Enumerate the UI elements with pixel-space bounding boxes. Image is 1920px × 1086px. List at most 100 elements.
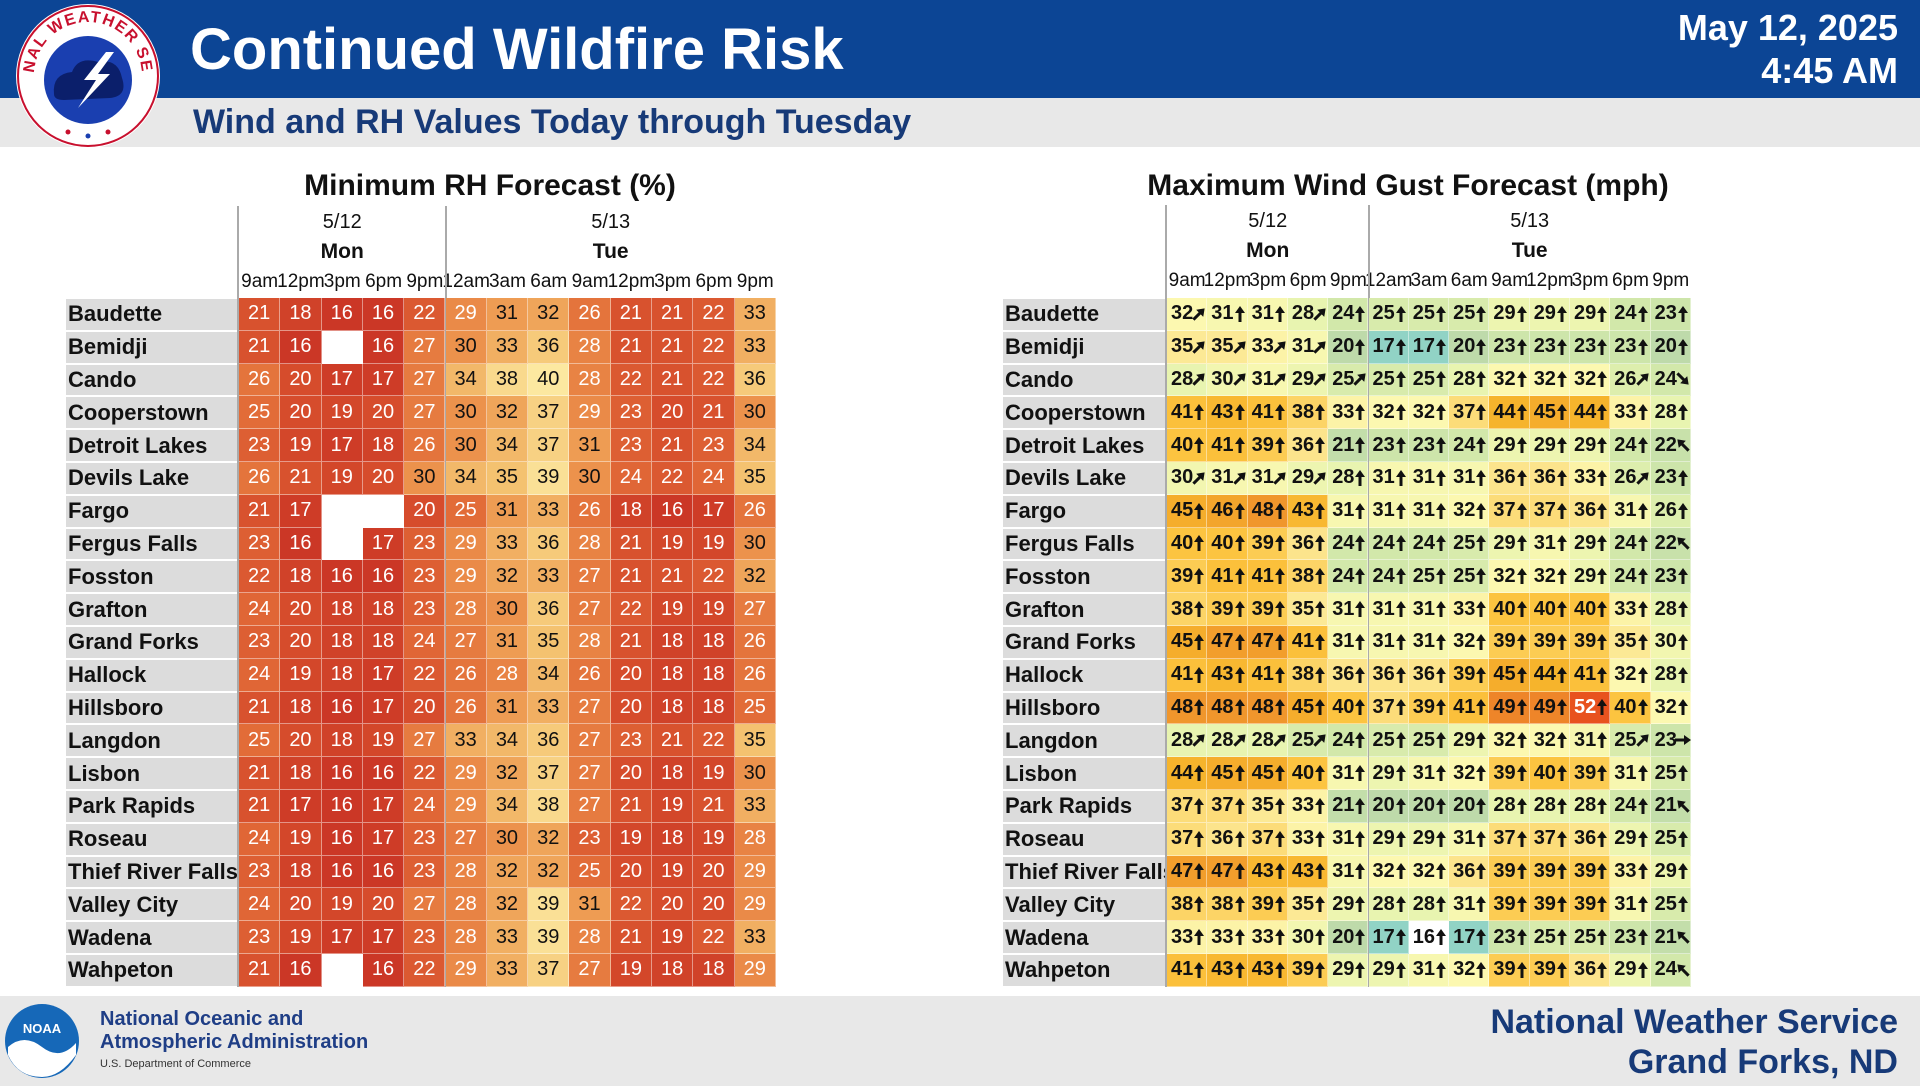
rh-cell: 20: [652, 396, 694, 430]
wind-gust-value: 29: [1372, 761, 1395, 784]
wind-gust-value: 29: [1493, 433, 1516, 456]
wind-cell: 25: [1368, 298, 1409, 331]
rh-cell: 25: [445, 494, 487, 528]
wind-cell: 45: [1247, 757, 1288, 790]
wind-cell: 28: [1650, 658, 1691, 692]
wind-gust-value: 36: [1533, 466, 1556, 489]
wind-gust-value: 17: [1372, 335, 1395, 358]
wind-cell: 17: [1449, 921, 1490, 954]
rh-cell: 33: [486, 954, 529, 987]
wind-direction-arrow-icon: [1194, 765, 1205, 782]
wind-cell: 29: [1489, 527, 1530, 561]
wind-gust-value: 33: [1614, 597, 1637, 620]
rh-city-label: Wahpeton: [66, 955, 237, 986]
rh-cell: 17: [362, 527, 405, 561]
wind-direction-arrow-icon: [1355, 305, 1366, 322]
wind-gust-value: 33: [1211, 925, 1234, 948]
wind-cell: 36: [1207, 822, 1248, 856]
wind-direction-arrow-icon: [1637, 961, 1648, 978]
wind-direction-arrow-icon: [1516, 502, 1527, 519]
wind-cell: 39: [1247, 429, 1288, 462]
rh-cell: 31: [486, 298, 529, 331]
wind-gust-value: 29: [1291, 466, 1315, 489]
wind-cell: 32: [1570, 363, 1611, 397]
rh-cell: 17: [362, 691, 405, 725]
wind-cell: 24: [1328, 724, 1369, 758]
wind-cell: 32: [1368, 855, 1409, 889]
wind-cell: 40: [1489, 593, 1530, 626]
wind-direction-arrow-icon: [1274, 535, 1285, 552]
wind-cell: 39: [1570, 855, 1611, 889]
wind-direction-arrow-icon: [1355, 404, 1366, 421]
rh-cell: 29: [734, 954, 776, 987]
wind-direction-arrow-icon: [1516, 568, 1527, 585]
rh-cell: 16: [652, 494, 694, 528]
wind-cell: 32: [1529, 724, 1570, 758]
rh-cell: 24: [239, 888, 281, 922]
wind-gust-value: 29: [1291, 367, 1315, 390]
wind-direction-arrow-icon: [1476, 502, 1487, 519]
wind-direction-arrow-icon: [1274, 699, 1285, 716]
wind-direction-arrow-icon: [1597, 765, 1608, 782]
wind-direction-arrow-icon: [1192, 308, 1205, 321]
wind-cell: 31: [1207, 298, 1248, 331]
wind-gust-value: 44: [1171, 761, 1194, 784]
rh-cell: 18: [652, 658, 694, 692]
wind-direction-arrow-icon: [1556, 699, 1567, 716]
wind-cell: 22: [1650, 429, 1691, 462]
wind-cell: 20: [1650, 330, 1691, 364]
rh-cell: 34: [445, 363, 487, 397]
wind-gust-value: 23: [1654, 728, 1677, 751]
wind-cell: 25: [1449, 527, 1490, 561]
wind-gust-value: 28: [1171, 367, 1194, 390]
wind-gust-value: 43: [1211, 400, 1234, 423]
wind-gust-value: 32: [1493, 728, 1516, 751]
wind-gust-value: 31: [1332, 597, 1355, 620]
wind-direction-arrow-icon: [1677, 439, 1690, 452]
rh-cell: 31: [486, 626, 529, 659]
wind-gust-value: 28: [1211, 728, 1234, 751]
wind-gust-value: 40: [1171, 531, 1194, 554]
wind-gust-value: 31: [1412, 597, 1436, 620]
wind-gust-value: 39: [1493, 630, 1516, 653]
rh-cell: 32: [528, 298, 570, 331]
wind-gust-value: 39: [1251, 433, 1274, 456]
wind-cell: 45: [1167, 494, 1208, 528]
wind-gust-value: 36: [1412, 663, 1436, 686]
wind-gust-value: 29: [1533, 302, 1556, 325]
rh-cell: 21: [652, 560, 694, 594]
wind-cell: 38: [1207, 888, 1248, 922]
wind-gust-value: 28: [1332, 466, 1355, 489]
rh-cell: 22: [693, 330, 735, 364]
wind-gust-value: 31: [1453, 466, 1476, 489]
wind-gust-value: 28: [1372, 892, 1395, 915]
rh-cell: 32: [486, 757, 529, 790]
rh-cell: 27: [569, 790, 611, 823]
wind-cell: 31: [1247, 363, 1288, 397]
wind-cell: 25: [1368, 363, 1409, 397]
wind-direction-arrow-icon: [1516, 371, 1527, 388]
wind-direction-arrow-icon: [1556, 568, 1567, 585]
wind-city-label: Wahpeton: [1003, 955, 1165, 986]
rh-city-label: Devils Lake: [66, 463, 237, 494]
wind-direction-arrow-icon: [1516, 699, 1527, 716]
wind-cell: 29: [1570, 298, 1611, 331]
wind-gust-value: 37: [1211, 794, 1234, 817]
noaa-name-line1: National Oceanic and: [100, 1008, 304, 1030]
wind-gust-value: 45: [1493, 663, 1516, 686]
wind-direction-arrow-icon: [1556, 896, 1567, 913]
rh-cell: 21: [280, 462, 322, 495]
rh-cell: 30: [734, 527, 776, 561]
wind-direction-arrow-icon: [1556, 502, 1567, 519]
rh-cell: 17: [693, 494, 735, 528]
wind-gust-value: 40: [1171, 433, 1194, 456]
rh-cell: 30: [445, 330, 487, 364]
rh-cell: 36: [734, 363, 776, 397]
wind-cell: 23: [1610, 921, 1651, 954]
noaa-agency-name: National Oceanic and Atmospheric Adminis…: [100, 1008, 368, 1054]
wind-gust-value: 31: [1332, 630, 1355, 653]
wind-cell: 39: [1408, 691, 1450, 725]
wind-gust-value: 20: [1332, 925, 1355, 948]
rh-cell: 21: [610, 330, 652, 364]
wind-gust-value: 24: [1614, 433, 1637, 456]
